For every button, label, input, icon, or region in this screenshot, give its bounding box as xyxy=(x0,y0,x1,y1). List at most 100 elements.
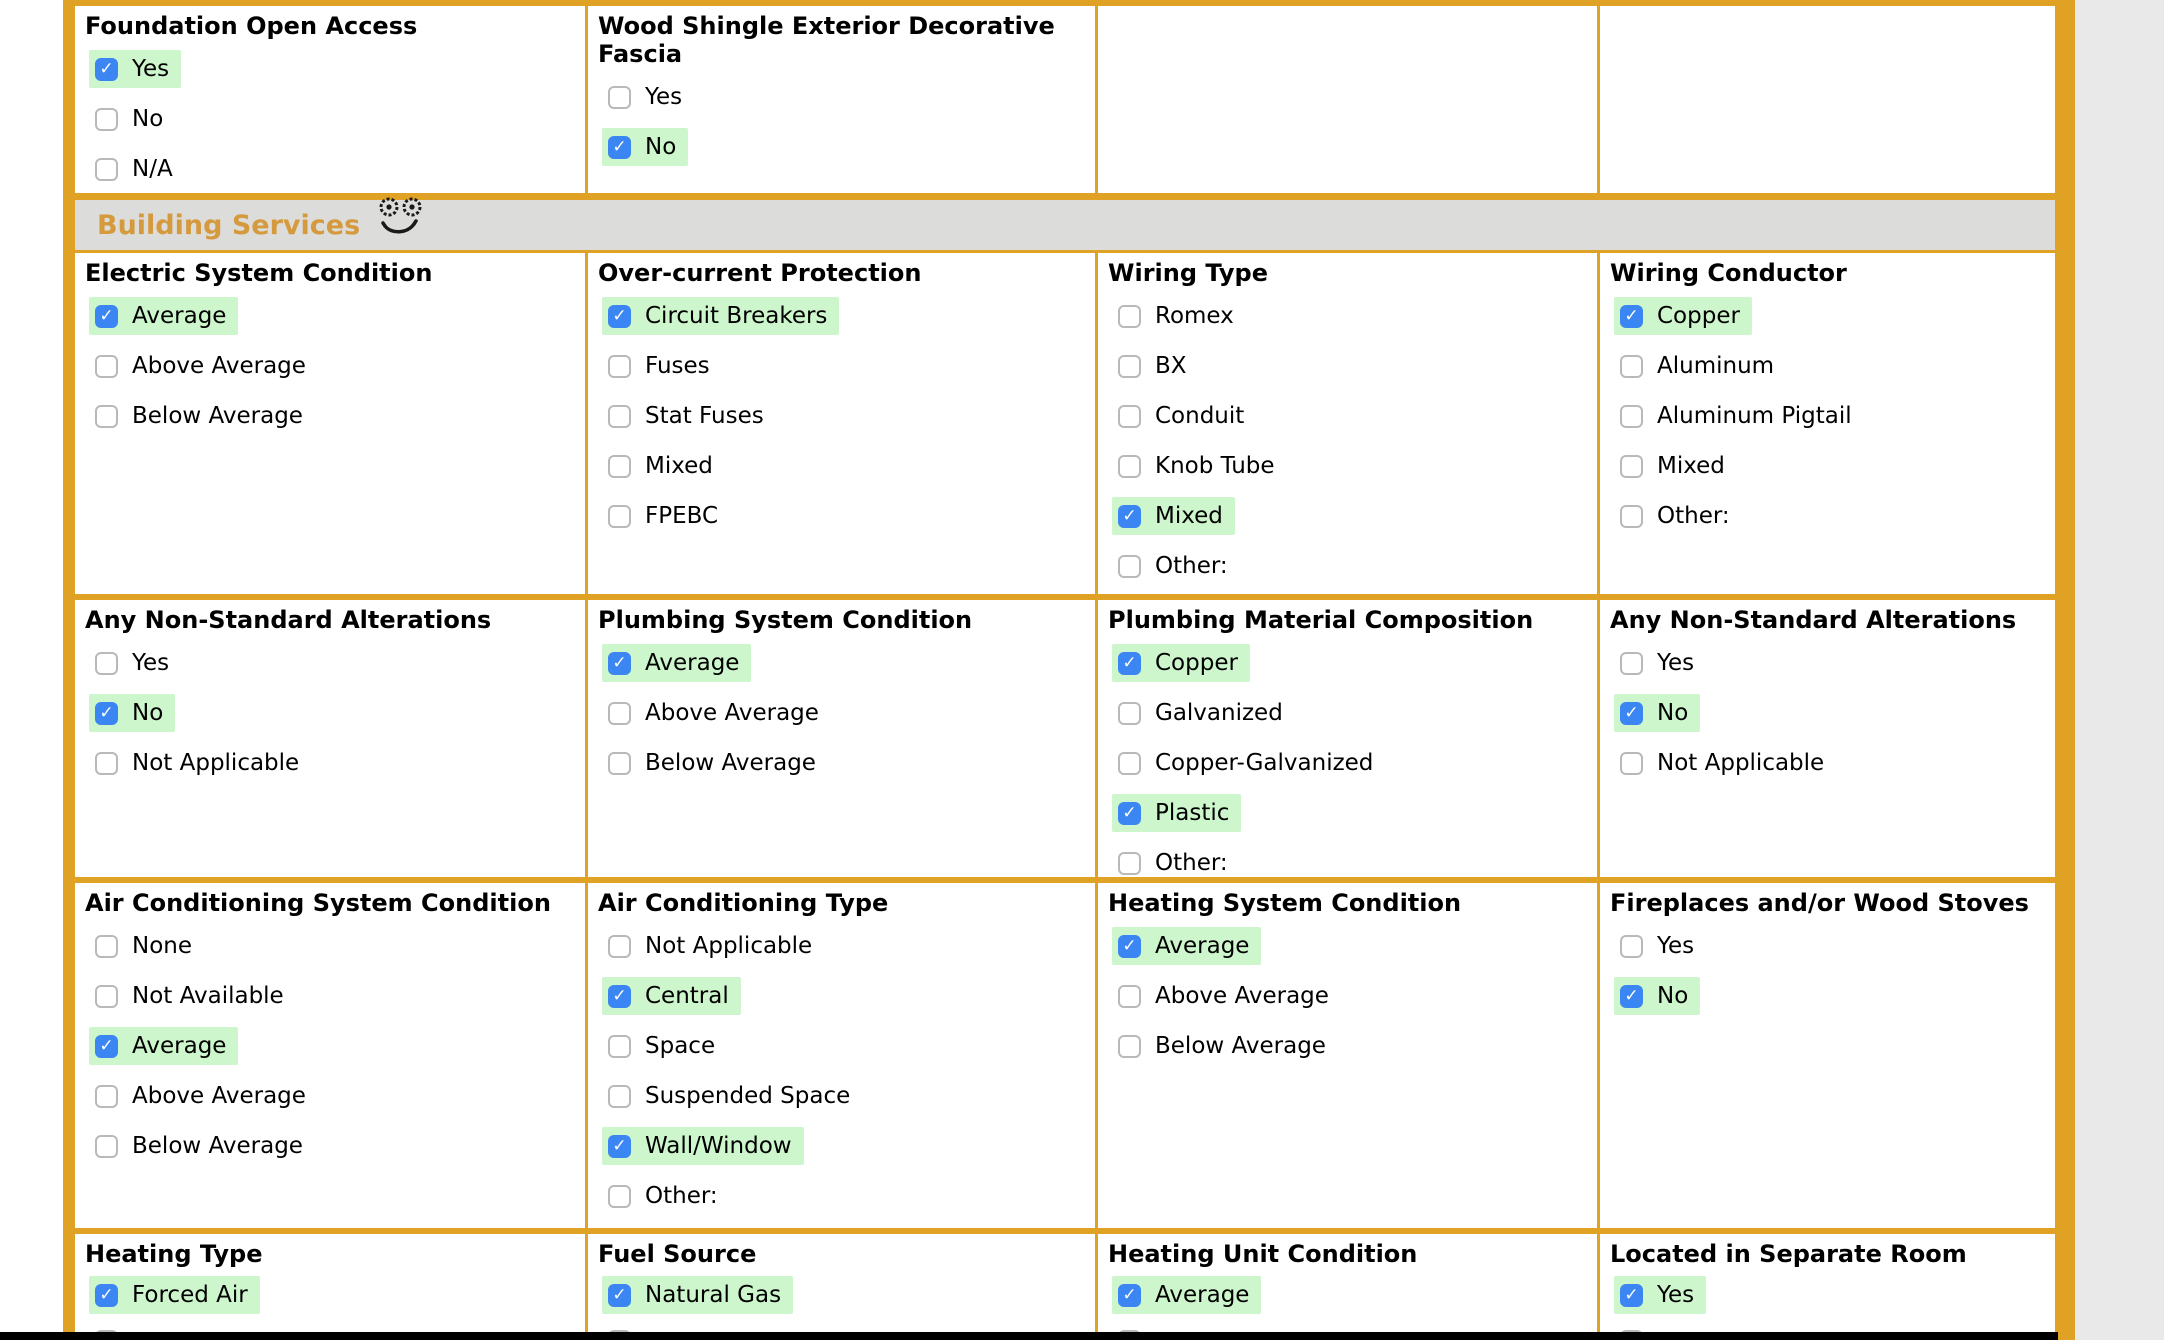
checkbox-unchecked-icon[interactable] xyxy=(608,85,631,109)
checkbox-checked-icon[interactable]: ✓ xyxy=(608,1134,631,1158)
checkbox-option[interactable]: ✓ Natural Gas xyxy=(602,1272,1081,1318)
checkbox-option[interactable]: ✓ Mixed xyxy=(1112,491,1583,541)
checkbox-option[interactable]: Not Applicable xyxy=(608,921,1081,971)
checkbox-unchecked-icon[interactable] xyxy=(95,934,118,958)
checkbox-option[interactable]: Below Average xyxy=(608,738,1081,788)
checkbox-option[interactable]: ✓ No xyxy=(602,122,1081,172)
checkbox-unchecked-icon[interactable] xyxy=(95,651,118,675)
checkbox-option[interactable]: Copper-Galvanized xyxy=(1118,738,1583,788)
checkbox-option[interactable]: ✓ Central xyxy=(602,971,1081,1021)
checkbox-option[interactable]: Not Applicable xyxy=(1620,738,2041,788)
checkbox-unchecked-icon[interactable] xyxy=(95,157,118,181)
checkbox-checked-icon[interactable]: ✓ xyxy=(95,701,118,725)
checkbox-unchecked-icon[interactable] xyxy=(608,1034,631,1058)
checkbox-checked-icon[interactable]: ✓ xyxy=(1118,1283,1141,1307)
checkbox-unchecked-icon[interactable] xyxy=(1620,504,1643,528)
checkbox-option[interactable]: Yes xyxy=(1620,921,2041,971)
checkbox-option[interactable]: ✓ Plastic xyxy=(1112,788,1583,838)
checkbox-option[interactable]: ✓ Copper xyxy=(1614,291,2041,341)
checkbox-unchecked-icon[interactable] xyxy=(1118,304,1141,328)
checkbox-unchecked-icon[interactable] xyxy=(1118,554,1141,578)
checkbox-unchecked-icon[interactable] xyxy=(608,454,631,478)
checkbox-option[interactable]: Aluminum Pigtail xyxy=(1620,391,2041,441)
checkbox-option[interactable]: ✓ Yes xyxy=(89,44,571,94)
checkbox-unchecked-icon[interactable] xyxy=(95,1084,118,1108)
checkbox-unchecked-icon[interactable] xyxy=(1620,354,1643,378)
checkbox-unchecked-icon[interactable] xyxy=(1118,354,1141,378)
checkbox-unchecked-icon[interactable] xyxy=(1118,404,1141,428)
checkbox-checked-icon[interactable]: ✓ xyxy=(95,57,118,81)
checkbox-option[interactable]: Below Average xyxy=(1118,1021,1583,1071)
checkbox-option[interactable]: BX xyxy=(1118,341,1583,391)
checkbox-option[interactable]: Stat Fuses xyxy=(608,391,1081,441)
checkbox-option[interactable]: Below Average xyxy=(95,1121,571,1171)
checkbox-checked-icon[interactable]: ✓ xyxy=(95,1283,118,1307)
checkbox-option[interactable]: Above Average xyxy=(95,1071,571,1121)
checkbox-unchecked-icon[interactable] xyxy=(608,404,631,428)
checkbox-option[interactable]: Below Average xyxy=(95,391,571,441)
checkbox-option[interactable]: ✓ No xyxy=(1614,688,2041,738)
checkbox-option[interactable]: Aluminum xyxy=(1620,341,2041,391)
checkbox-option[interactable]: ✓ No xyxy=(89,688,571,738)
checkbox-option[interactable]: ✓ Forced Air xyxy=(89,1272,571,1318)
checkbox-unchecked-icon[interactable] xyxy=(95,984,118,1008)
checkbox-option[interactable]: Knob Tube xyxy=(1118,441,1583,491)
checkbox-option[interactable]: ✓ No xyxy=(1614,971,2041,1021)
checkbox-option[interactable]: ✓ Average xyxy=(89,1021,571,1071)
checkbox-option[interactable]: Space xyxy=(608,1021,1081,1071)
checkbox-option[interactable]: Yes xyxy=(95,638,571,688)
checkbox-option[interactable]: ✓ Average xyxy=(602,638,1081,688)
checkbox-option[interactable]: Above Average xyxy=(95,341,571,391)
checkbox-option[interactable]: Other: xyxy=(1118,838,1583,877)
checkbox-checked-icon[interactable]: ✓ xyxy=(608,304,631,328)
checkbox-unchecked-icon[interactable] xyxy=(95,404,118,428)
checkbox-checked-icon[interactable]: ✓ xyxy=(608,984,631,1008)
checkbox-option[interactable]: Not Available xyxy=(95,971,571,1021)
checkbox-option[interactable]: Conduit xyxy=(1118,391,1583,441)
checkbox-option[interactable]: ✓ Yes xyxy=(1614,1272,2041,1318)
checkbox-option[interactable]: ✓ Average xyxy=(1112,1272,1583,1318)
checkbox-checked-icon[interactable]: ✓ xyxy=(1118,934,1141,958)
checkbox-unchecked-icon[interactable] xyxy=(608,354,631,378)
checkbox-checked-icon[interactable]: ✓ xyxy=(1620,304,1643,328)
checkbox-unchecked-icon[interactable] xyxy=(1620,404,1643,428)
checkbox-unchecked-icon[interactable] xyxy=(1118,1034,1141,1058)
checkbox-option[interactable]: N/A xyxy=(95,144,571,193)
checkbox-option[interactable]: Yes xyxy=(1620,638,2041,688)
checkbox-unchecked-icon[interactable] xyxy=(1118,984,1141,1008)
checkbox-unchecked-icon[interactable] xyxy=(608,1084,631,1108)
checkbox-unchecked-icon[interactable] xyxy=(1620,454,1643,478)
checkbox-option[interactable]: ✓ Average xyxy=(89,291,571,341)
checkbox-option[interactable]: Above Average xyxy=(1118,971,1583,1021)
checkbox-checked-icon[interactable]: ✓ xyxy=(95,304,118,328)
checkbox-unchecked-icon[interactable] xyxy=(1118,454,1141,478)
checkbox-unchecked-icon[interactable] xyxy=(95,1134,118,1158)
checkbox-option[interactable]: Above Average xyxy=(608,688,1081,738)
checkbox-option[interactable]: ✓ Average xyxy=(1112,921,1583,971)
checkbox-option[interactable]: No xyxy=(95,94,571,144)
checkbox-unchecked-icon[interactable] xyxy=(1118,701,1141,725)
checkbox-option[interactable]: Yes xyxy=(608,72,1081,122)
checkbox-option[interactable]: Mixed xyxy=(1620,441,2041,491)
checkbox-option[interactable]: ✓ Wall/Window xyxy=(602,1121,1081,1171)
checkbox-option[interactable]: Other: xyxy=(608,1171,1081,1221)
checkbox-option[interactable]: Romex xyxy=(1118,291,1583,341)
checkbox-checked-icon[interactable]: ✓ xyxy=(1620,1283,1643,1307)
checkbox-unchecked-icon[interactable] xyxy=(1620,751,1643,775)
checkbox-option[interactable]: Fuses xyxy=(608,341,1081,391)
checkbox-option[interactable]: ✓ Copper xyxy=(1112,638,1583,688)
checkbox-unchecked-icon[interactable] xyxy=(608,751,631,775)
checkbox-option[interactable]: None xyxy=(95,921,571,971)
checkbox-option[interactable]: Other: xyxy=(1620,491,2041,541)
checkbox-option[interactable]: Not Applicable xyxy=(95,738,571,788)
checkbox-checked-icon[interactable]: ✓ xyxy=(608,1283,631,1307)
checkbox-unchecked-icon[interactable] xyxy=(95,107,118,131)
checkbox-checked-icon[interactable]: ✓ xyxy=(608,135,631,159)
checkbox-unchecked-icon[interactable] xyxy=(608,504,631,528)
checkbox-checked-icon[interactable]: ✓ xyxy=(95,1034,118,1058)
checkbox-unchecked-icon[interactable] xyxy=(608,701,631,725)
checkbox-checked-icon[interactable]: ✓ xyxy=(1118,801,1141,825)
checkbox-checked-icon[interactable]: ✓ xyxy=(1620,701,1643,725)
checkbox-checked-icon[interactable]: ✓ xyxy=(1620,984,1643,1008)
checkbox-unchecked-icon[interactable] xyxy=(95,354,118,378)
